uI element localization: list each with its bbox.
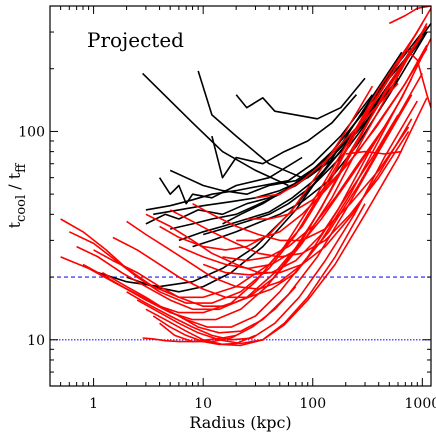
series-line <box>112 94 413 334</box>
plot-frame <box>49 5 432 387</box>
series-line <box>197 70 303 179</box>
series-line <box>60 31 418 314</box>
series-line <box>145 94 374 211</box>
y-axis-title-sub2: ff <box>14 162 29 173</box>
series-line <box>345 150 402 155</box>
series-line <box>192 126 410 242</box>
x-tick-label: 10 <box>194 396 212 412</box>
y-tick-label: 10 <box>27 333 45 349</box>
series-line <box>126 73 423 290</box>
series-line <box>404 47 431 108</box>
series-line <box>126 51 403 293</box>
series-line <box>145 203 366 347</box>
series-line <box>142 72 289 187</box>
axis-ticks: 1 10 100 1000 10 100 <box>18 5 436 412</box>
series-line <box>101 37 431 328</box>
series-line <box>222 126 385 262</box>
series-line <box>202 114 399 276</box>
y-axis-title: tcool / tff <box>5 162 29 229</box>
y-axis-title-main: t <box>5 221 24 228</box>
y-axis-title-mid: / t <box>5 172 24 195</box>
series-line <box>246 44 428 220</box>
y-axis-title-sub1: cool <box>14 195 29 222</box>
series-line <box>170 37 423 230</box>
series-line <box>211 94 358 179</box>
x-tick-label: 1000 <box>405 396 436 412</box>
y-tick-label: 100 <box>18 124 45 140</box>
series-line <box>178 135 380 270</box>
series-line <box>82 34 423 321</box>
series-line <box>388 6 431 25</box>
series-line <box>159 286 297 343</box>
series-line <box>235 77 366 120</box>
series-line <box>97 31 428 288</box>
series-line <box>126 100 418 341</box>
panel-annotation: Projected <box>87 28 184 52</box>
series-line <box>93 23 428 307</box>
x-tick-label: 1 <box>89 396 98 412</box>
series-line <box>142 334 237 343</box>
x-axis-title: Radius (kpc) <box>189 413 291 432</box>
series-line <box>159 85 374 251</box>
series-line <box>169 130 410 258</box>
series-line <box>112 77 413 299</box>
series-line <box>222 25 428 225</box>
series-layer <box>60 6 431 347</box>
x-tick-label: 100 <box>299 396 326 412</box>
series-line <box>158 156 303 205</box>
